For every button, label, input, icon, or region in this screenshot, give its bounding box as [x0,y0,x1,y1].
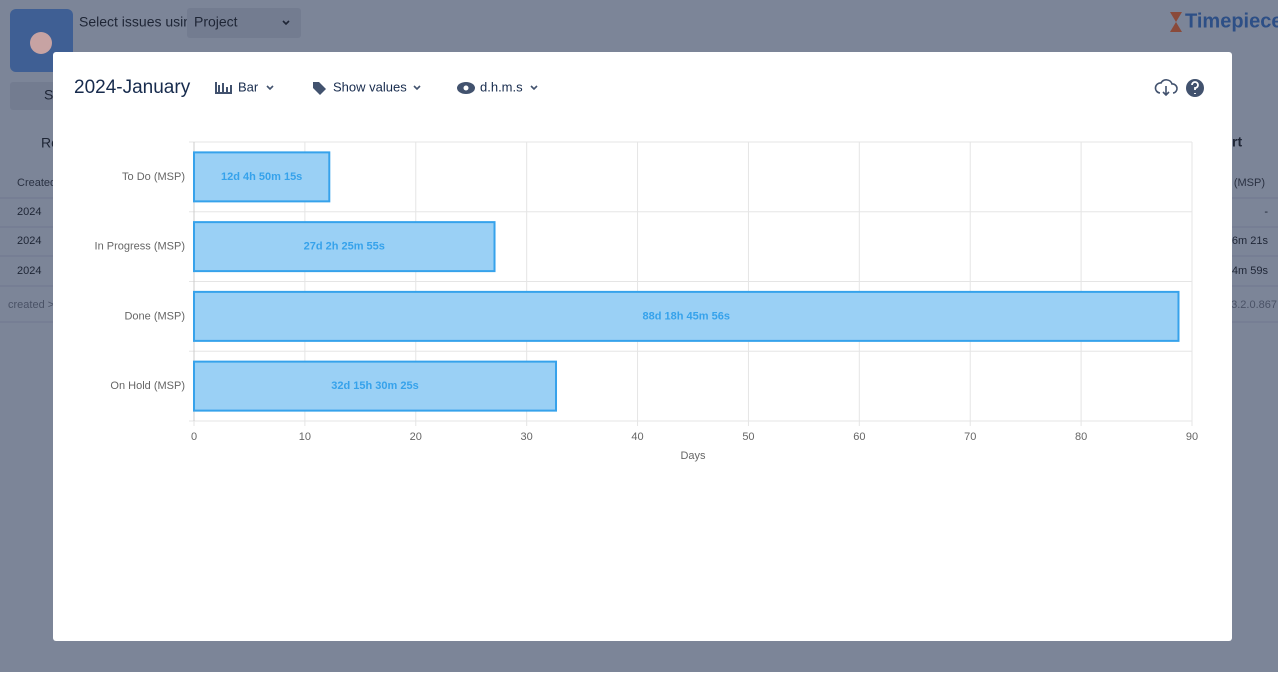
x-tick-label: 60 [853,431,865,443]
x-tick-label: 20 [410,431,422,443]
select-value: Project [194,14,238,30]
chart-type-menu[interactable]: Bar [215,79,274,94]
row-date: 2024 [17,235,41,247]
select-box[interactable] [187,8,301,38]
x-axis-title: Days [680,450,706,462]
x-tick-label: 10 [299,431,311,443]
row-date: 2024 [17,206,41,218]
column-header: Created [17,177,56,189]
chevron [413,85,421,91]
x-tick-label: 70 [964,431,976,443]
tab-button[interactable] [10,82,60,110]
help-glyph [1191,81,1199,94]
version: 3.2.0.867 [1231,299,1277,311]
eye-pupil [463,85,469,91]
column-header-right: (MSP) [1234,177,1265,189]
chevron [530,85,538,91]
menu-label: d.h.m.s [480,79,523,94]
brand: Timepiece [1185,10,1278,32]
bar [193,360,558,412]
value-label: 12d 4h 50m 15s [221,171,302,183]
value-label: 88d 18h 45m 56s [643,310,730,322]
value-label: 32d 15h 30m 25s [331,380,418,392]
row-date: 2024 [17,265,41,277]
menu-label: Show values [333,79,407,94]
row-value: 4m 59s [1232,265,1269,277]
brand-icon [1170,12,1182,32]
bar [193,151,331,203]
bar-icon [215,82,232,94]
y-tick-label: Done (MSP) [124,310,185,322]
x-tick-label: 90 [1186,431,1198,443]
x-tick-label: 40 [631,431,643,443]
x-tick-label: 50 [742,431,754,443]
background-rows: 2024 - 2024 6m 21s 2024 4m 59s [17,206,1268,277]
y-tick-label: In Progress (MSP) [95,241,185,253]
x-tick-label: 80 [1075,431,1087,443]
format-menu[interactable]: d.h.m.s [457,79,538,94]
bar [193,221,496,273]
modal [53,52,1232,641]
modal-title: 2024-January [74,77,191,98]
select-label: Select issues using [79,14,199,30]
tag-icon [313,82,326,95]
footer-left: created > [8,299,54,311]
row-value: - [1264,206,1268,218]
chart: 0 10 20 30 40 50 60 70 80 90 Days To Do (MSP) 12d 4h… [95,141,1198,462]
x-tick-label: 0 [191,431,197,443]
values-menu[interactable]: Show values [313,79,421,95]
y-tick-label: On Hold (MSP) [110,380,185,392]
value-label: 27d 2h 25m 55s [304,241,385,253]
chevron [282,20,290,26]
logo-face [30,32,52,54]
y-tick-label: To Do (MSP) [122,171,185,183]
button-fragment-right: rt [1232,134,1242,150]
download-button[interactable] [1154,79,1178,97]
menu-label: Bar [238,79,259,94]
chevron [266,85,274,91]
row-value: 6m 21s [1232,235,1269,247]
x-tick-label: 30 [521,431,533,443]
bar [193,290,1180,342]
